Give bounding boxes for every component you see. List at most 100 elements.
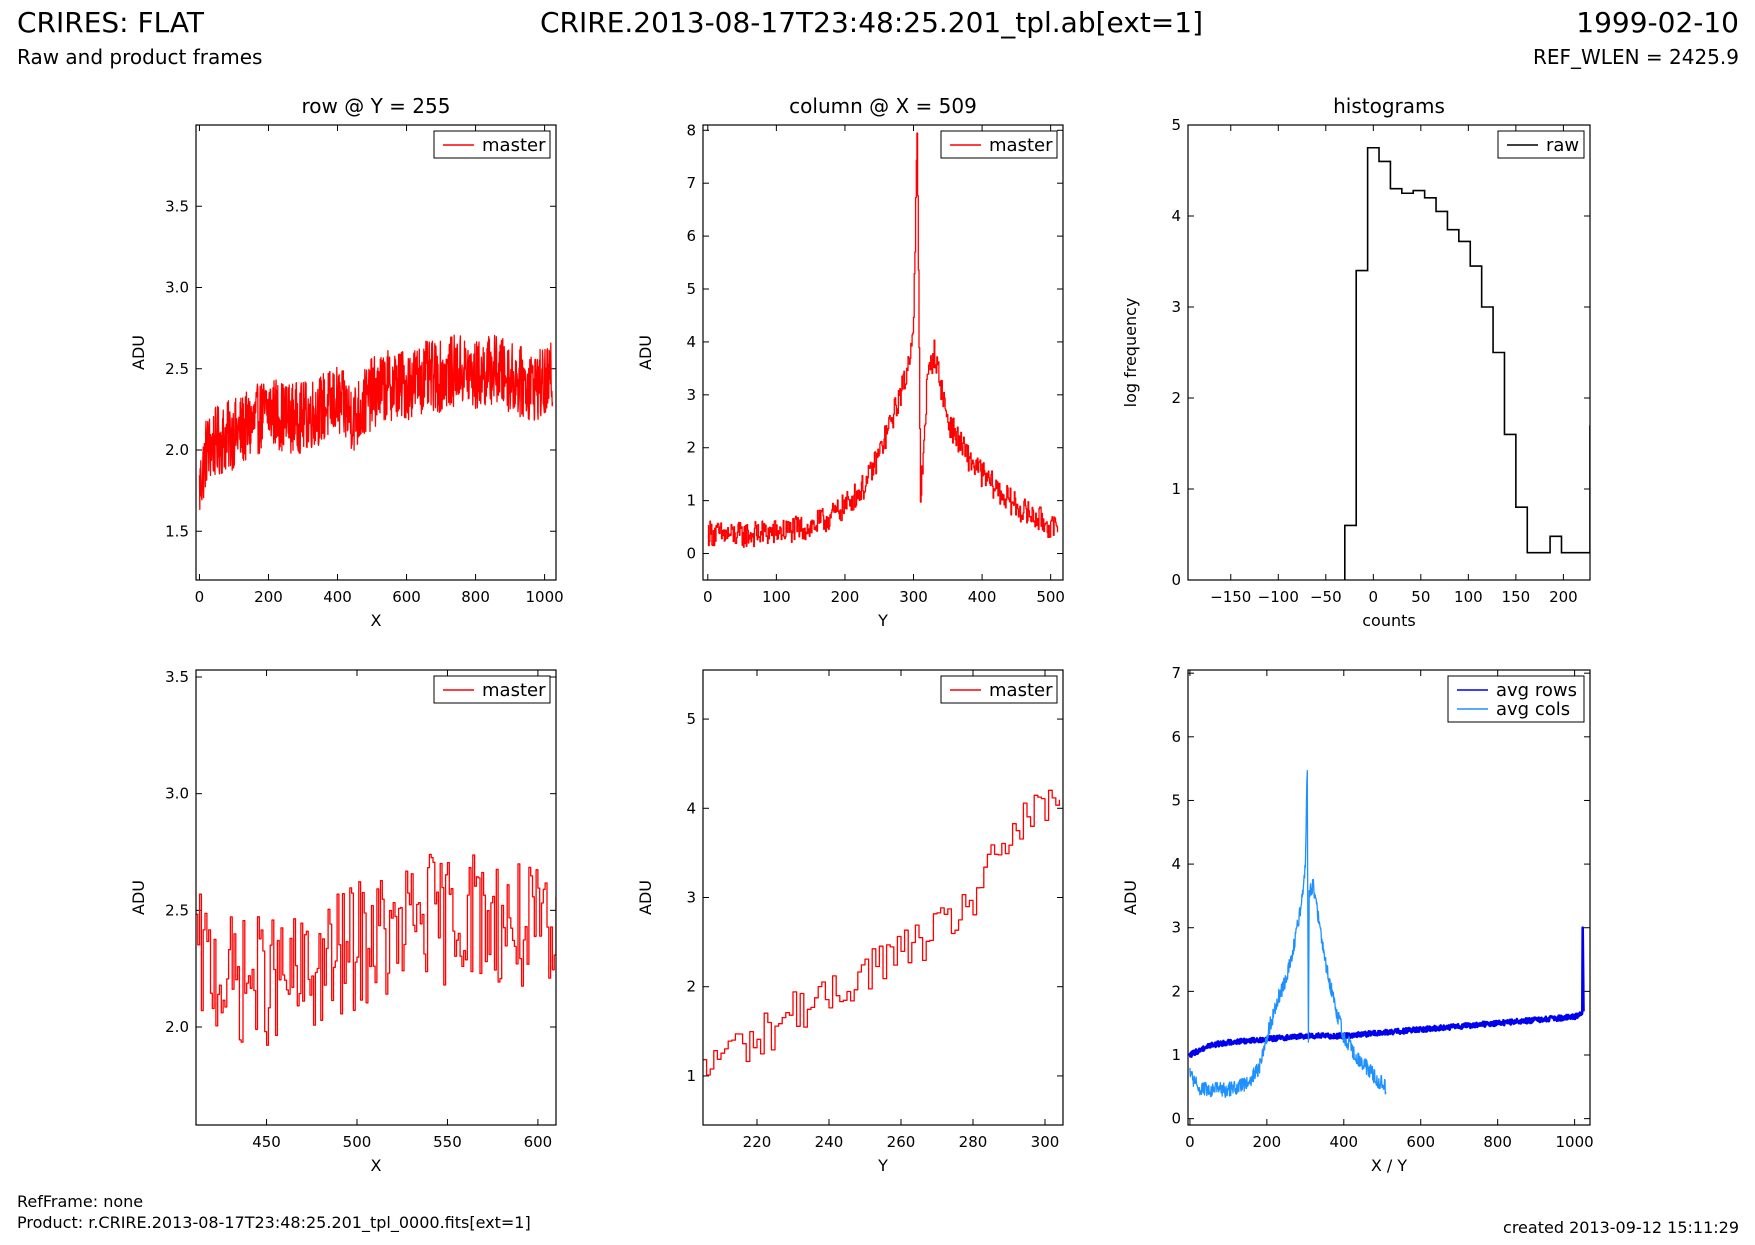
y-tick-label: 3.5 — [165, 668, 189, 686]
x-tick-label: 200 — [1253, 1133, 1282, 1151]
chart-p4: X ADU 450 500 550 600 2.0 2.5 3.0 3.5 master — [129, 668, 557, 1175]
y-tick-label: 4 — [686, 799, 696, 817]
x-tick-label: 600 — [392, 588, 421, 606]
legend-label: master — [989, 680, 1053, 701]
y-tick-label: 3 — [686, 386, 696, 404]
y-tick-label: 5 — [1171, 791, 1181, 809]
y-tick-label: 3 — [1171, 298, 1181, 316]
chart-p5: Y ADU 220 240 260 280 300 1 2 3 4 5 master — [636, 669, 1064, 1175]
y-tick-label: 3 — [686, 889, 696, 907]
footer-refframe: RefFrame: none — [17, 1192, 144, 1211]
x-tick-label: 150 — [1502, 588, 1531, 606]
y-axis-label: log frequency — [1121, 298, 1140, 408]
x-axis-label: X / Y — [1371, 1156, 1408, 1175]
legend-box — [1447, 675, 1585, 723]
x-tick-label: 400 — [323, 588, 352, 606]
chart-data — [198, 334, 554, 511]
chart-data — [1344, 146, 1590, 580]
y-tick-label: 7 — [1171, 664, 1181, 682]
y-tick-label: 2 — [1171, 389, 1181, 407]
x-tick-label: −150 — [1210, 588, 1251, 606]
legend: master — [433, 130, 551, 159]
y-axis-label: ADU — [129, 335, 148, 370]
y-axis-label: ADU — [636, 335, 655, 370]
ref-wlen-label: REF_WLEN = 2425.9 — [1532, 45, 1739, 69]
y-axis-label: ADU — [1121, 880, 1140, 915]
y-tick-label: 4 — [1171, 855, 1181, 873]
series-avg-rows — [1188, 926, 1585, 1058]
x-axis-label: Y — [877, 611, 888, 630]
x-tick-label: 0 — [195, 588, 205, 606]
x-tick-label: 200 — [1549, 588, 1578, 606]
x-tick-label: −50 — [1310, 588, 1342, 606]
x-tick-label: 400 — [1329, 1133, 1358, 1151]
chart-data — [196, 853, 556, 1046]
x-axis-label: Y — [877, 1156, 888, 1175]
x-tick-label: 240 — [815, 1133, 844, 1151]
x-tick-label: 450 — [252, 1133, 281, 1151]
x-tick-label: 100 — [1454, 588, 1483, 606]
y-tick-label: 6 — [686, 227, 696, 245]
y-axis-label: ADU — [129, 880, 148, 915]
series-master — [707, 132, 1059, 548]
legend: master — [433, 675, 551, 704]
series-avg-cols — [1189, 769, 1387, 1099]
y-tick-label: 2 — [1171, 982, 1181, 1000]
x-tick-label: 500 — [1036, 588, 1065, 606]
y-tick-label: 2.0 — [165, 1018, 189, 1036]
x-tick-label: 300 — [1031, 1133, 1060, 1151]
plot-frame — [702, 669, 1064, 1126]
page-subtitle: Raw and product frames — [17, 45, 263, 69]
y-axis-label: ADU — [636, 880, 655, 915]
x-tick-label: 550 — [433, 1133, 462, 1151]
x-tick-label: 1000 — [526, 588, 564, 606]
x-tick-label: 200 — [831, 588, 860, 606]
plot-frame — [195, 124, 557, 581]
y-tick-label: 1 — [1171, 1046, 1181, 1064]
legend-label: avg rows — [1496, 680, 1577, 701]
chart-data — [703, 789, 1061, 1076]
x-tick-label: 280 — [959, 1133, 988, 1151]
y-tick-label: 1.5 — [165, 522, 189, 540]
plot-frame — [702, 124, 1064, 581]
plot-frame — [1187, 669, 1591, 1126]
y-tick-label: 2.0 — [165, 441, 189, 459]
y-tick-label: 3 — [1171, 919, 1181, 937]
x-tick-label: 500 — [343, 1133, 372, 1151]
x-tick-label: 0 — [1185, 1133, 1195, 1151]
legend: master — [940, 130, 1058, 159]
y-tick-label: 4 — [1171, 207, 1181, 225]
x-tick-label: 1000 — [1556, 1133, 1594, 1151]
x-axis-label: X — [371, 1156, 382, 1175]
series-master — [198, 334, 554, 511]
page-title: CRIRES: FLAT — [17, 6, 204, 39]
y-tick-label: 4 — [686, 333, 696, 351]
x-tick-label: 200 — [254, 588, 283, 606]
plot-frame — [195, 669, 557, 1126]
x-axis-label: X — [371, 611, 382, 630]
y-tick-label: 2.5 — [165, 360, 189, 378]
x-tick-label: 260 — [887, 1133, 916, 1151]
x-tick-label: 400 — [968, 588, 997, 606]
y-tick-label: 8 — [686, 121, 696, 139]
y-tick-label: 1 — [686, 1067, 696, 1085]
x-axis-label: counts — [1362, 611, 1415, 630]
y-tick-label: 0 — [1171, 1110, 1181, 1128]
y-tick-label: 1 — [1171, 480, 1181, 498]
legend-label: avg cols — [1496, 699, 1570, 720]
chart-title: column @ X = 509 — [789, 94, 977, 118]
series-master — [703, 789, 1061, 1076]
series-raw — [1344, 146, 1590, 580]
legend-label: raw — [1546, 135, 1579, 156]
legend: raw — [1497, 130, 1585, 159]
y-tick-label: 5 — [1171, 116, 1181, 134]
y-tick-label: 0 — [686, 545, 696, 563]
x-tick-label: 50 — [1411, 588, 1430, 606]
x-tick-label: 0 — [1369, 588, 1379, 606]
legend-label: master — [482, 680, 546, 701]
chart-p1: row @ Y = 255 X ADU 0 200 400 600 800 1000 1.5 2.0… — [129, 94, 564, 630]
y-tick-label: 7 — [686, 174, 696, 192]
x-tick-label: 800 — [1483, 1133, 1512, 1151]
